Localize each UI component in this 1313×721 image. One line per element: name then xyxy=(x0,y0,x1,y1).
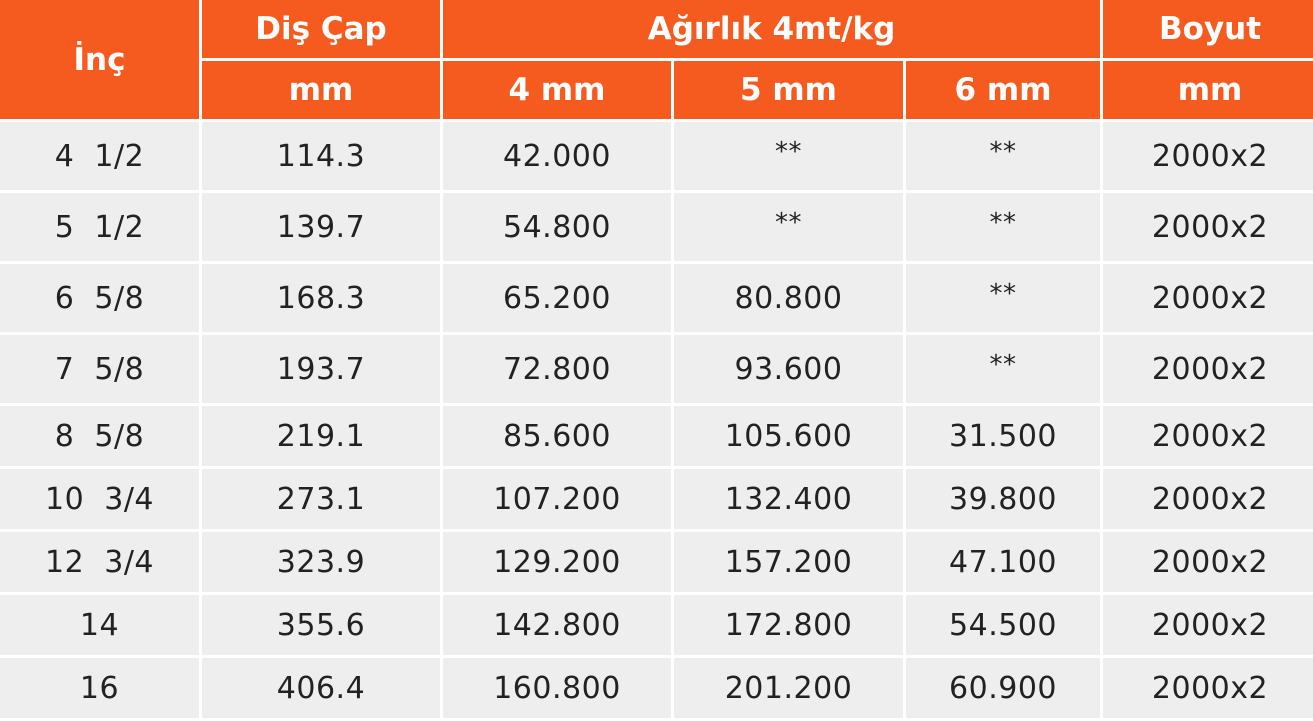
cell-weight-6mm: ** xyxy=(906,193,1101,261)
cell-dis-cap: 168.3 xyxy=(202,264,440,332)
cell-weight-5mm: 93.600 xyxy=(674,335,903,403)
header-inc: İnç xyxy=(0,0,199,119)
cell-weight-5mm: 201.200 xyxy=(674,658,903,718)
cell-weight-6mm: ** xyxy=(906,122,1101,190)
cell-weight-6mm: 60.900 xyxy=(906,658,1101,718)
cell-inc: 12 3/4 xyxy=(0,532,199,592)
cell-boyut: 2000x2 xyxy=(1103,193,1313,261)
cell-weight-5mm: 172.800 xyxy=(674,595,903,655)
table-row: 6 5/8 168.3 65.200 80.800 ** 2000x2 xyxy=(0,264,1313,332)
header-thickness-5: 5 mm xyxy=(674,61,903,119)
cell-boyut: 2000x2 xyxy=(1103,532,1313,592)
header-agirlik: Ağırlık 4mt/kg xyxy=(443,0,1101,58)
cell-dis-cap: 273.1 xyxy=(202,469,440,529)
cell-weight-6mm: ** xyxy=(906,335,1101,403)
table-row: 12 3/4 323.9 129.200 157.200 47.100 2000x2 xyxy=(0,532,1313,592)
cell-weight-5mm: ** xyxy=(674,122,903,190)
cell-boyut: 2000x2 xyxy=(1103,469,1313,529)
header-boyut: Boyut xyxy=(1103,0,1313,58)
cell-inc: 5 1/2 xyxy=(0,193,199,261)
table-row: 10 3/4 273.1 107.200 132.400 39.800 2000x2 xyxy=(0,469,1313,529)
table-body: 4 1/2 114.3 42.000 ** ** 2000x2 5 1/2 139.7 54.8… xyxy=(0,122,1313,718)
cell-weight-6mm: 39.800 xyxy=(906,469,1101,529)
table-row: 14 355.6 142.800 172.800 54.500 2000x2 xyxy=(0,595,1313,655)
cell-weight-4mm: 65.200 xyxy=(443,264,671,332)
cell-weight-4mm: 107.200 xyxy=(443,469,671,529)
cell-inc: 6 5/8 xyxy=(0,264,199,332)
table-row: 7 5/8 193.7 72.800 93.600 ** 2000x2 xyxy=(0,335,1313,403)
header-thickness-4: 4 mm xyxy=(443,61,671,119)
table-row: 8 5/8 219.1 85.600 105.600 31.500 2000x2 xyxy=(0,406,1313,466)
cell-weight-5mm: 157.200 xyxy=(674,532,903,592)
cell-dis-cap: 219.1 xyxy=(202,406,440,466)
header-row-units: mm 4 mm 5 mm 6 mm mm xyxy=(0,61,1313,119)
table-row: 5 1/2 139.7 54.800 ** ** 2000x2 xyxy=(0,193,1313,261)
table-row: 4 1/2 114.3 42.000 ** ** 2000x2 xyxy=(0,122,1313,190)
cell-weight-4mm: 42.000 xyxy=(443,122,671,190)
cell-dis-cap: 323.9 xyxy=(202,532,440,592)
table-row: 16 406.4 160.800 201.200 60.900 2000x2 xyxy=(0,658,1313,718)
cell-weight-4mm: 72.800 xyxy=(443,335,671,403)
cell-inc: 7 5/8 xyxy=(0,335,199,403)
cell-weight-4mm: 54.800 xyxy=(443,193,671,261)
cell-weight-5mm: 105.600 xyxy=(674,406,903,466)
cell-weight-4mm: 160.800 xyxy=(443,658,671,718)
cell-boyut: 2000x2 xyxy=(1103,658,1313,718)
cell-dis-cap: 139.7 xyxy=(202,193,440,261)
cell-boyut: 2000x2 xyxy=(1103,335,1313,403)
cell-weight-5mm: ** xyxy=(674,193,903,261)
cell-weight-4mm: 129.200 xyxy=(443,532,671,592)
cell-weight-5mm: 132.400 xyxy=(674,469,903,529)
cell-weight-4mm: 85.600 xyxy=(443,406,671,466)
cell-weight-4mm: 142.800 xyxy=(443,595,671,655)
cell-boyut: 2000x2 xyxy=(1103,406,1313,466)
cell-dis-cap: 114.3 xyxy=(202,122,440,190)
header-row-top: İnç Diş Çap Ağırlık 4mt/kg Boyut xyxy=(0,0,1313,119)
cell-dis-cap: 193.7 xyxy=(202,335,440,403)
cell-inc: 8 5/8 xyxy=(0,406,199,466)
cell-boyut: 2000x2 xyxy=(1103,595,1313,655)
cell-boyut: 2000x2 xyxy=(1103,264,1313,332)
cell-inc: 10 3/4 xyxy=(0,469,199,529)
cell-weight-6mm: 54.500 xyxy=(906,595,1101,655)
header-boyut-unit: mm xyxy=(1103,61,1313,119)
header-thickness-6: 6 mm xyxy=(906,61,1101,119)
cell-dis-cap: 406.4 xyxy=(202,658,440,718)
cell-boyut: 2000x2 xyxy=(1103,122,1313,190)
header-dis-cap: Diş Çap xyxy=(202,0,440,58)
cell-weight-6mm: ** xyxy=(906,264,1101,332)
table-header: İnç Diş Çap Ağırlık 4mt/kg Boyut mm 4 mm… xyxy=(0,0,1313,119)
cell-weight-6mm: 47.100 xyxy=(906,532,1101,592)
cell-inc: 16 xyxy=(0,658,199,718)
cell-inc: 4 1/2 xyxy=(0,122,199,190)
header-dis-cap-unit: mm xyxy=(202,61,440,119)
cell-weight-5mm: 80.800 xyxy=(674,264,903,332)
cell-dis-cap: 355.6 xyxy=(202,595,440,655)
cell-inc: 14 xyxy=(0,595,199,655)
cell-weight-6mm: 31.500 xyxy=(906,406,1101,466)
